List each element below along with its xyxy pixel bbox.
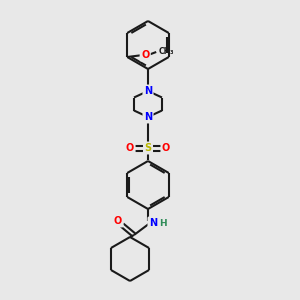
Text: O: O xyxy=(126,143,134,153)
Text: S: S xyxy=(144,143,152,153)
Text: H: H xyxy=(159,218,166,227)
Text: O: O xyxy=(141,50,149,60)
Text: N: N xyxy=(144,86,152,96)
Text: N: N xyxy=(144,112,152,122)
Text: CH₃: CH₃ xyxy=(158,47,174,56)
Text: O: O xyxy=(162,143,170,153)
Text: N: N xyxy=(149,218,157,228)
Text: O: O xyxy=(114,216,122,226)
